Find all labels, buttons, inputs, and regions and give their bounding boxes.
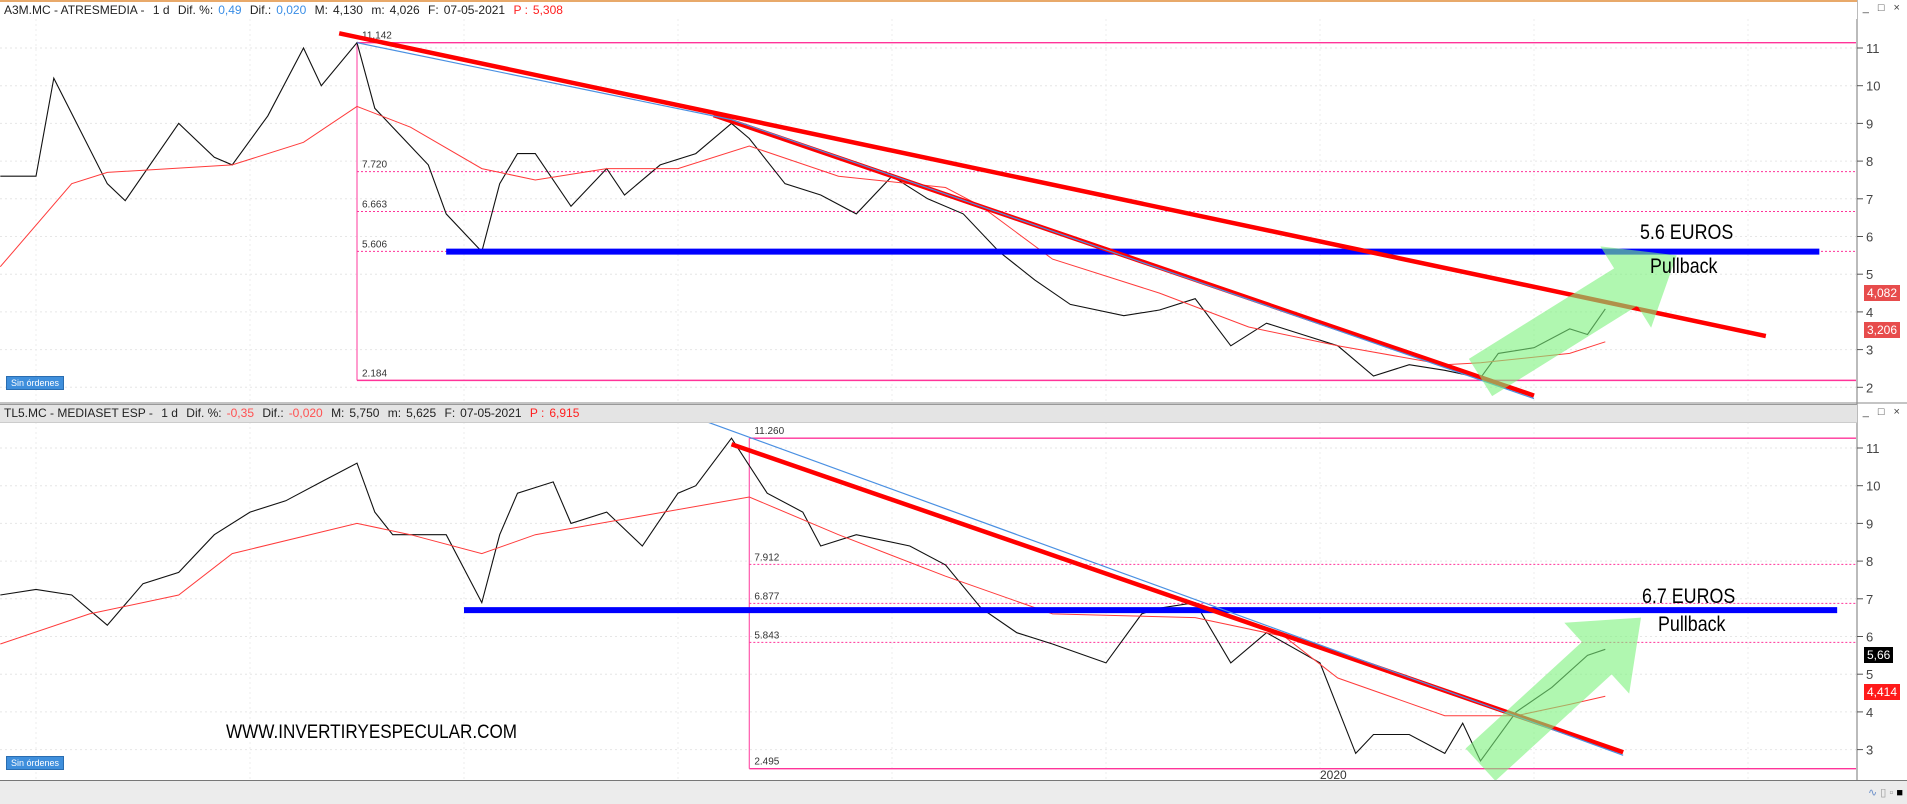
dif-pct-label: Dif. %:: [177, 3, 214, 17]
period: 1 d: [161, 406, 178, 420]
panel-header-a3m: A3M.MC - ATRESMEDIA - 1 d Dif. %: 0,49 Di…: [0, 0, 1857, 19]
thin-trendline: [356, 42, 732, 121]
thin-trendline: [695, 417, 1624, 756]
min: 4,026: [389, 3, 420, 17]
min-label: m:: [371, 3, 385, 17]
max: 4,130: [332, 3, 363, 17]
thin-trendline: [731, 119, 1535, 400]
inner-year-label: 2020: [1320, 768, 1347, 782]
y-tick-label: 8: [1866, 154, 1873, 169]
orders-badge[interactable]: Sin órdenes: [6, 756, 65, 770]
symbol: A3M.MC - ATRESMEDIA -: [4, 3, 145, 17]
min-label: m:: [387, 406, 402, 420]
dif: -0,020: [288, 406, 323, 420]
y-tick-label: 11: [1866, 441, 1880, 456]
p-value: 5,308: [532, 3, 563, 17]
y-tick-label: 7: [1866, 192, 1873, 207]
p-label: P :: [529, 406, 545, 420]
dif-pct: 0,49: [218, 3, 242, 17]
target-level-note: 5.6 EUROS: [1640, 221, 1734, 244]
fib-level-label: 11.260: [754, 426, 784, 437]
price-line: [0, 41, 1606, 379]
date-label: F:: [444, 406, 456, 420]
y-tick-label: 10: [1866, 479, 1880, 494]
green-arrow: [1465, 617, 1641, 781]
y-tick-label: 6: [1866, 230, 1873, 245]
fib-level-label: 5.606: [362, 239, 387, 250]
panel-0: 2 3 4 5 6 7 8 9 10 11 11.142 7.720 6.663 5.606 2.184: [0, 19, 1880, 402]
target-level-note: 6.7 EUROS: [1642, 585, 1736, 608]
fib-level-label: 5.843: [754, 630, 779, 641]
pullback-note: Pullback: [1658, 613, 1726, 636]
y-tick-label: 2: [1866, 380, 1873, 395]
pullback-note: Pullback: [1650, 255, 1718, 278]
window-controls[interactable]: _ □ ×: [1862, 406, 1903, 418]
fib-level-label: 6.663: [362, 200, 387, 211]
y-tick-label: 4: [1866, 305, 1873, 320]
y-tick-label: 9: [1866, 516, 1873, 531]
symbol: TL5.MC - MEDIASET ESP -: [4, 406, 153, 420]
last-price-tag: 5,66: [1864, 647, 1894, 663]
y-tick-label: 8: [1866, 554, 1873, 569]
min: 5,625: [406, 406, 437, 420]
date: 07-05-2021: [460, 406, 522, 420]
moving-average-line: [0, 496, 1606, 717]
y-tick-label: 3: [1866, 743, 1873, 758]
moving-average-line: [0, 105, 1606, 366]
fib-level-label: 6.877: [754, 591, 779, 602]
color-icon[interactable]: ■: [1896, 787, 1903, 799]
period: 1 d: [152, 3, 170, 17]
max-label: M:: [331, 406, 345, 420]
y-tick-label: 10: [1866, 79, 1880, 94]
y-tick-label: 5: [1866, 667, 1873, 682]
ma-value-tag: 3,206: [1864, 322, 1901, 338]
ma-value-tag: 4,414: [1864, 684, 1901, 700]
fib-level-label: 2.184: [362, 368, 387, 379]
resistance-trendline: [712, 112, 1535, 398]
panel-header-tl5: TL5.MC - MEDIASET ESP - 1 d Dif. %: -0,35…: [0, 404, 1857, 423]
bottom-toolbar: ∿ ▯ ▫ ■: [1868, 786, 1903, 799]
price-line: [0, 437, 1606, 762]
date: 07-05-2021: [443, 3, 506, 17]
x-axis[interactable]: [0, 780, 1907, 804]
chart-type-icon[interactable]: ∿: [1867, 787, 1878, 799]
max-label: M:: [314, 3, 328, 17]
fib-level-label: 7.912: [754, 552, 779, 563]
y-tick-label: 5: [1866, 267, 1873, 282]
y-tick-label: 7: [1866, 592, 1873, 607]
dif-pct-label: Dif. %:: [186, 406, 222, 420]
green-arrow: [1468, 246, 1677, 397]
dif: 0,020: [276, 3, 307, 17]
save-icon[interactable]: ▯: [1880, 787, 1887, 799]
y-tick-label: 6: [1866, 630, 1873, 645]
dif-pct: -0,35: [226, 406, 254, 420]
p-label: P :: [513, 3, 528, 17]
y-tick-label: 3: [1866, 343, 1873, 358]
dif-label: Dif.:: [262, 406, 284, 420]
max: 5,750: [349, 406, 380, 420]
fib-level-label: 11.142: [362, 31, 392, 42]
y-tick-label: 9: [1866, 116, 1873, 131]
resistance-trendline: [338, 31, 1767, 339]
fib-level-label: 2.495: [754, 757, 779, 768]
dif-label: Dif.:: [249, 3, 272, 17]
y-tick-label: 4: [1866, 705, 1873, 720]
window-controls[interactable]: _ □ ×: [1862, 2, 1903, 14]
panel-1: 3 4 5 6 7 8 9 10 11 11.260 7.912 6.877 5.843 2.495: [0, 417, 1880, 781]
orders-badge[interactable]: Sin órdenes: [6, 376, 65, 390]
date-label: F:: [428, 3, 439, 17]
watermark-url: WWW.INVERTIRYESPECULAR.COM: [226, 722, 518, 743]
p-value: 6,915: [549, 406, 580, 420]
y-tick-label: 11: [1866, 41, 1880, 56]
last-price-tag: 4,082: [1864, 285, 1901, 301]
fib-level-label: 7.720: [362, 160, 387, 171]
layout-icon[interactable]: ▫: [1889, 787, 1894, 799]
